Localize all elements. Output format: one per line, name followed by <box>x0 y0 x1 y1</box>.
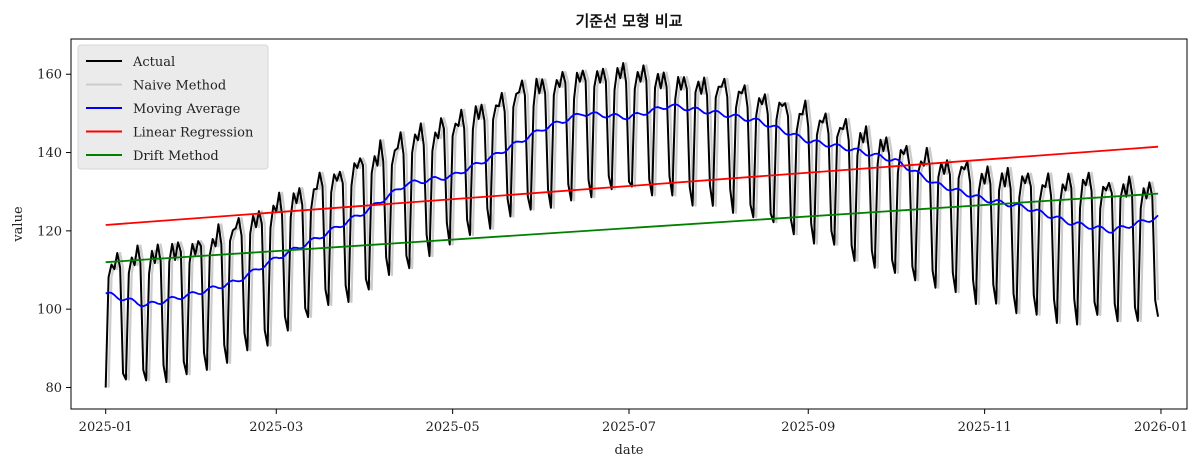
series-line-moving-average <box>105 103 1159 308</box>
x-axis: 2025-01 2025-03 2025-05 2025-07 2025-09 2025-… <box>79 409 1188 435</box>
chart-title: 기준선 모형 비교 <box>575 12 682 30</box>
y-axis: 80 100 120 140 160 <box>37 68 71 396</box>
y-tick-label: 160 <box>37 68 62 83</box>
y-tick-label: 80 <box>45 381 62 396</box>
y-tick-label: 140 <box>37 146 62 161</box>
x-tick-label: 2026-01 <box>1134 420 1188 435</box>
legend: Actual Naive Method Moving Average Linear R… <box>77 44 269 170</box>
x-tick-label: 2025-01 <box>79 420 133 435</box>
y-tick-label: 100 <box>37 303 62 318</box>
legend-box <box>77 44 269 170</box>
x-tick-label: 2025-07 <box>602 420 656 435</box>
legend-items: Actual Naive Method Moving Average Linear R… <box>86 55 254 164</box>
x-tick-label: 2025-05 <box>426 420 480 435</box>
series-line-drift-method <box>105 192 1159 264</box>
y-tick-label: 120 <box>37 224 62 239</box>
x-tick-label: 2025-03 <box>249 420 303 435</box>
legend-label: Naive Method <box>133 79 226 94</box>
legend-label: Linear Regression <box>133 126 254 141</box>
plot-area <box>70 38 1188 410</box>
x-axis-label: date <box>615 443 644 458</box>
series-layer <box>104 61 1160 388</box>
legend-label: Actual <box>132 55 175 70</box>
series-line-naive-method <box>107 61 1160 388</box>
y-axis-label: value <box>11 206 26 243</box>
x-tick-label: 2025-09 <box>781 420 835 435</box>
series-line-linear-regression <box>105 145 1159 226</box>
x-tick-label: 2025-11 <box>958 420 1012 435</box>
legend-label: Drift Method <box>133 149 219 164</box>
legend-label: Moving Average <box>133 102 241 117</box>
